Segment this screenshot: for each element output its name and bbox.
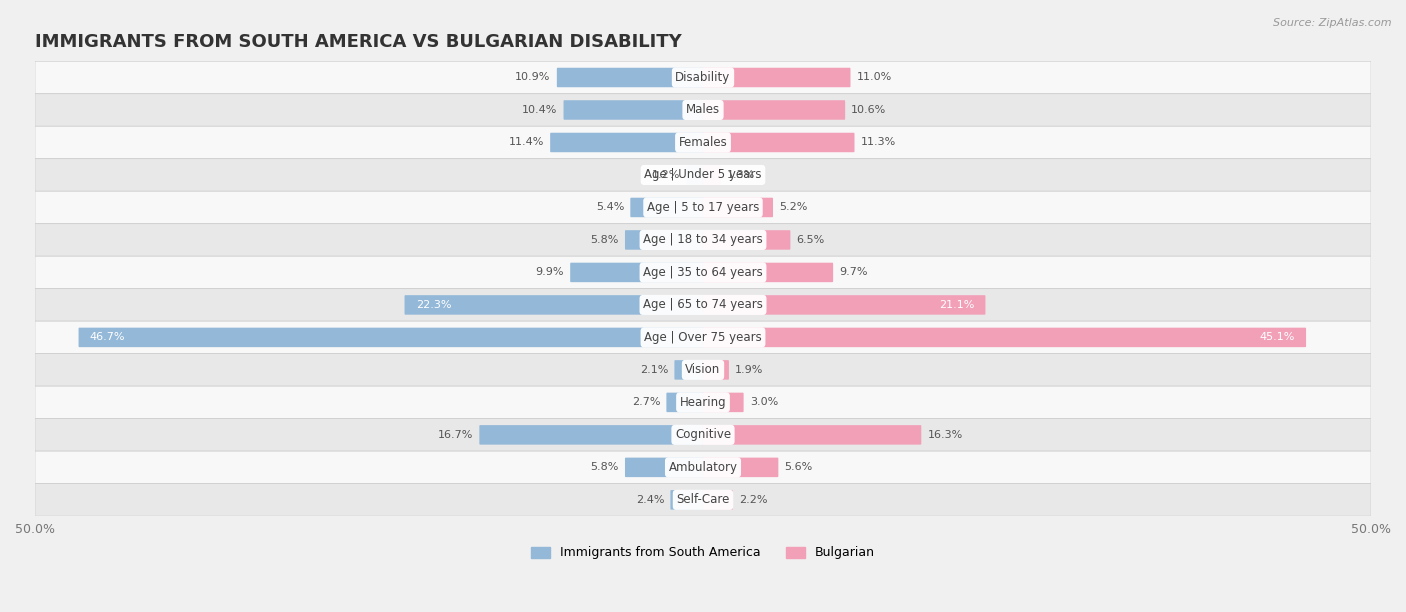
Text: 6.5%: 6.5% xyxy=(797,235,825,245)
FancyBboxPatch shape xyxy=(703,230,790,250)
FancyBboxPatch shape xyxy=(35,289,1371,321)
Text: 22.3%: 22.3% xyxy=(416,300,451,310)
Text: Vision: Vision xyxy=(685,364,721,376)
FancyBboxPatch shape xyxy=(703,295,986,315)
Text: 5.6%: 5.6% xyxy=(785,463,813,472)
FancyBboxPatch shape xyxy=(35,126,1371,159)
Text: Age | Under 5 years: Age | Under 5 years xyxy=(644,168,762,182)
Text: Disability: Disability xyxy=(675,71,731,84)
Text: 10.9%: 10.9% xyxy=(516,72,551,83)
Text: 9.7%: 9.7% xyxy=(839,267,868,277)
FancyBboxPatch shape xyxy=(703,198,773,217)
Text: Age | 35 to 64 years: Age | 35 to 64 years xyxy=(643,266,763,279)
FancyBboxPatch shape xyxy=(479,425,703,445)
FancyBboxPatch shape xyxy=(35,61,1371,94)
Legend: Immigrants from South America, Bulgarian: Immigrants from South America, Bulgarian xyxy=(526,542,880,564)
FancyBboxPatch shape xyxy=(703,327,1306,347)
FancyBboxPatch shape xyxy=(703,133,855,152)
FancyBboxPatch shape xyxy=(35,94,1371,126)
Text: Age | 18 to 34 years: Age | 18 to 34 years xyxy=(643,233,763,247)
Text: 21.1%: 21.1% xyxy=(939,300,974,310)
Text: IMMIGRANTS FROM SOUTH AMERICA VS BULGARIAN DISABILITY: IMMIGRANTS FROM SOUTH AMERICA VS BULGARI… xyxy=(35,34,682,51)
Text: 11.3%: 11.3% xyxy=(860,138,896,147)
Text: 10.4%: 10.4% xyxy=(522,105,557,115)
FancyBboxPatch shape xyxy=(666,393,703,412)
Text: Females: Females xyxy=(679,136,727,149)
FancyBboxPatch shape xyxy=(630,198,703,217)
Text: Age | 65 to 74 years: Age | 65 to 74 years xyxy=(643,299,763,312)
Text: Cognitive: Cognitive xyxy=(675,428,731,441)
FancyBboxPatch shape xyxy=(671,490,703,510)
Text: 10.6%: 10.6% xyxy=(851,105,887,115)
FancyBboxPatch shape xyxy=(703,393,744,412)
FancyBboxPatch shape xyxy=(686,165,703,185)
Text: 9.9%: 9.9% xyxy=(536,267,564,277)
FancyBboxPatch shape xyxy=(550,133,703,152)
Text: 1.3%: 1.3% xyxy=(727,170,755,180)
Text: 2.7%: 2.7% xyxy=(631,397,661,408)
FancyBboxPatch shape xyxy=(35,354,1371,386)
FancyBboxPatch shape xyxy=(675,360,703,379)
Text: Ambulatory: Ambulatory xyxy=(668,461,738,474)
FancyBboxPatch shape xyxy=(703,458,779,477)
FancyBboxPatch shape xyxy=(626,458,703,477)
FancyBboxPatch shape xyxy=(35,321,1371,354)
Text: 5.8%: 5.8% xyxy=(591,463,619,472)
Text: 5.4%: 5.4% xyxy=(596,203,624,212)
FancyBboxPatch shape xyxy=(626,230,703,250)
Text: 3.0%: 3.0% xyxy=(749,397,778,408)
Text: 46.7%: 46.7% xyxy=(90,332,125,342)
Text: 45.1%: 45.1% xyxy=(1260,332,1295,342)
FancyBboxPatch shape xyxy=(557,68,703,88)
FancyBboxPatch shape xyxy=(571,263,703,282)
Text: Source: ZipAtlas.com: Source: ZipAtlas.com xyxy=(1274,18,1392,28)
Text: Age | Over 75 years: Age | Over 75 years xyxy=(644,331,762,344)
FancyBboxPatch shape xyxy=(35,224,1371,256)
FancyBboxPatch shape xyxy=(703,360,728,379)
FancyBboxPatch shape xyxy=(703,100,845,120)
FancyBboxPatch shape xyxy=(35,483,1371,516)
Text: 1.9%: 1.9% xyxy=(735,365,763,375)
Text: 5.2%: 5.2% xyxy=(779,203,807,212)
FancyBboxPatch shape xyxy=(703,490,733,510)
Text: Hearing: Hearing xyxy=(679,396,727,409)
FancyBboxPatch shape xyxy=(405,295,703,315)
FancyBboxPatch shape xyxy=(35,159,1371,191)
Text: 2.1%: 2.1% xyxy=(640,365,668,375)
FancyBboxPatch shape xyxy=(79,327,703,347)
FancyBboxPatch shape xyxy=(35,386,1371,419)
Text: Males: Males xyxy=(686,103,720,116)
Text: 16.3%: 16.3% xyxy=(928,430,963,440)
FancyBboxPatch shape xyxy=(703,425,921,445)
Text: 5.8%: 5.8% xyxy=(591,235,619,245)
FancyBboxPatch shape xyxy=(35,419,1371,451)
FancyBboxPatch shape xyxy=(703,68,851,88)
Text: 2.2%: 2.2% xyxy=(740,495,768,505)
FancyBboxPatch shape xyxy=(35,451,1371,483)
FancyBboxPatch shape xyxy=(35,256,1371,289)
FancyBboxPatch shape xyxy=(564,100,703,120)
Text: 2.4%: 2.4% xyxy=(636,495,664,505)
FancyBboxPatch shape xyxy=(703,263,834,282)
Text: Age | 5 to 17 years: Age | 5 to 17 years xyxy=(647,201,759,214)
FancyBboxPatch shape xyxy=(703,165,721,185)
Text: 1.2%: 1.2% xyxy=(652,170,681,180)
Text: 11.0%: 11.0% xyxy=(856,72,891,83)
FancyBboxPatch shape xyxy=(35,191,1371,224)
Text: 11.4%: 11.4% xyxy=(509,138,544,147)
Text: Self-Care: Self-Care xyxy=(676,493,730,506)
Text: 16.7%: 16.7% xyxy=(437,430,474,440)
